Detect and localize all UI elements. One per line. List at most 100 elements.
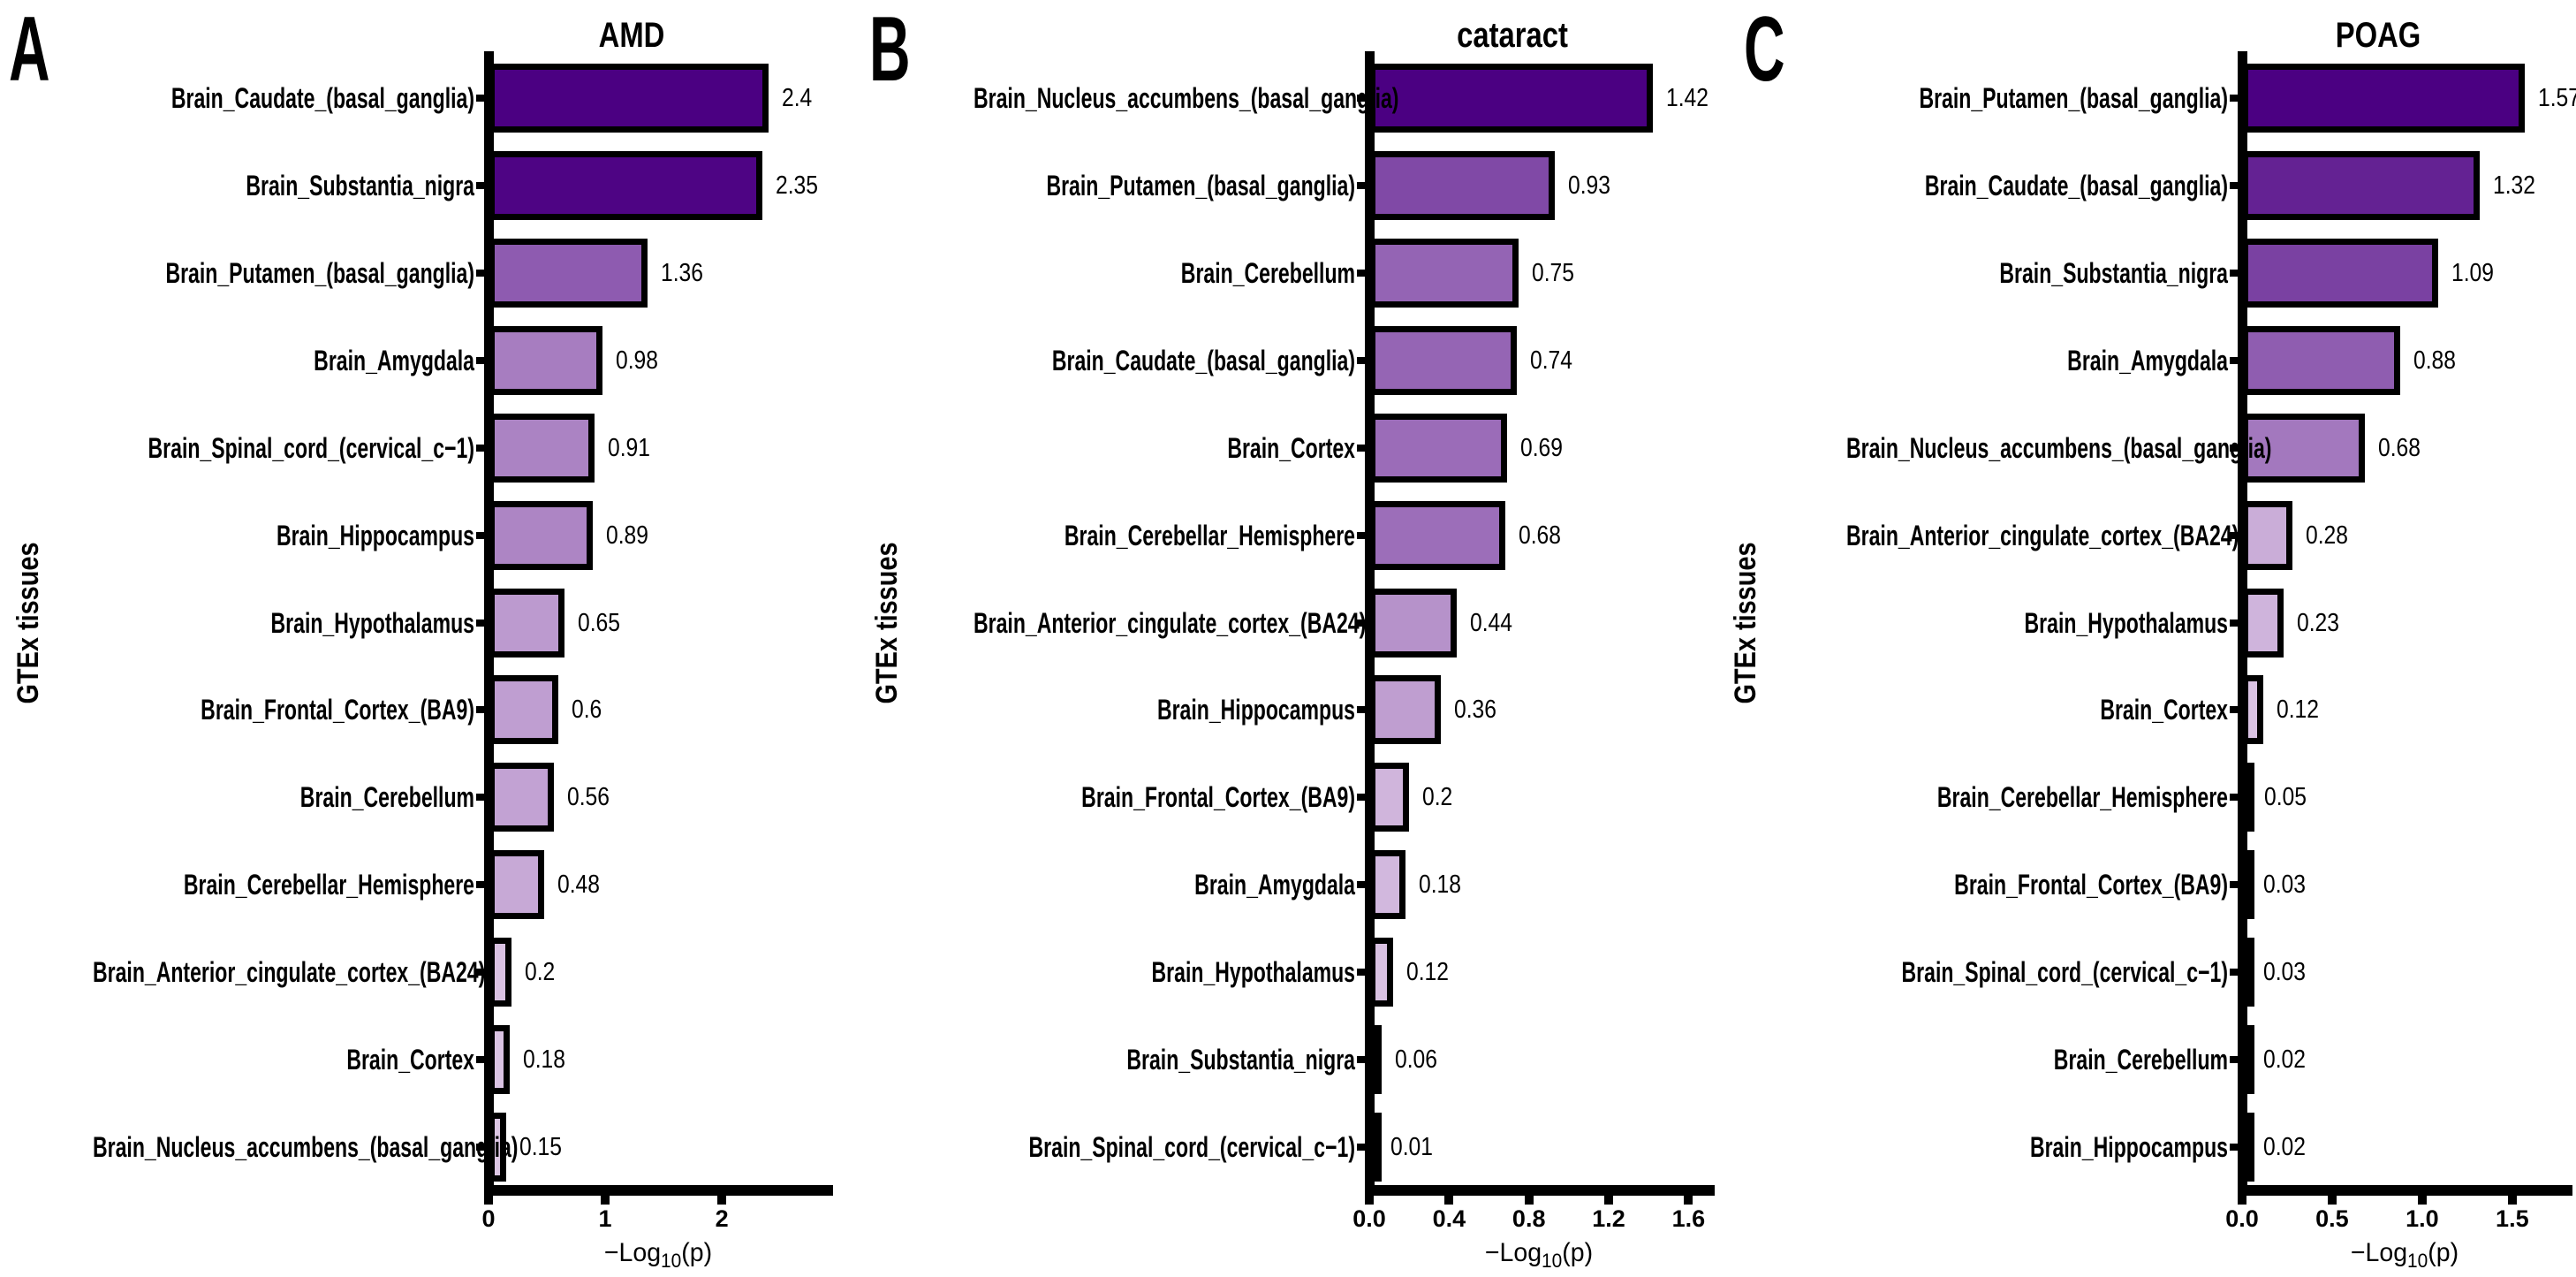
value-label: 0.02 <box>2263 1132 2306 1161</box>
bar <box>1369 763 1409 832</box>
category-tick <box>2230 182 2238 190</box>
value-label: 0.75 <box>1532 259 1574 288</box>
category-tick <box>476 182 484 190</box>
x-tick-label: 0.4 <box>1432 1205 1466 1232</box>
x-tick-label: 0.8 <box>1512 1205 1546 1232</box>
panel-b-cataract: B cataract GTEx tissues Brain_Nucleus_ac… <box>859 0 1717 1277</box>
value-label: 1.09 <box>2451 259 2494 288</box>
x-axis-label: −Log10(p) <box>481 1238 834 1273</box>
x-tick-label: 0 <box>481 1205 496 1232</box>
bar <box>1369 64 1653 133</box>
category-label: Brain_Amygdala <box>2067 344 2228 376</box>
value-label: 0.89 <box>606 521 648 550</box>
category-label: Brain_Substantia_nigra <box>246 170 474 202</box>
x-axis-label-subscript: 10 <box>1542 1250 1563 1272</box>
value-label: 0.01 <box>1390 1132 1433 1161</box>
category-tick <box>476 968 484 976</box>
category-tick <box>476 356 484 364</box>
category-label: Brain_Hypothalamus <box>270 606 474 639</box>
bar <box>489 64 769 133</box>
category-label: Brain_Frontal_Cortex_(BA9) <box>1954 869 2228 901</box>
x-axis-label-subscript: 10 <box>2406 1250 2428 1272</box>
bar <box>2242 589 2284 658</box>
category-label: Brain_Amygdala <box>1194 869 1355 901</box>
bar <box>1369 589 1457 658</box>
value-label: 0.18 <box>523 1045 565 1074</box>
x-axis-label-tail: (p) <box>1562 1238 1594 1267</box>
category-tick <box>476 444 484 452</box>
category-label: Brain_Cerebellar_Hemisphere <box>183 869 474 901</box>
category-tick <box>1357 1055 1365 1063</box>
category-label: Brain_Putamen_(basal_ganglia) <box>165 257 474 290</box>
category-label: Brain_Spinal_cord_(cervical_c−1) <box>148 431 474 464</box>
x-tick <box>717 1196 727 1205</box>
x-axis-line <box>484 1185 833 1196</box>
panel-c-poag: C POAG GTEx tissues Brain_Putamen_(basal… <box>1717 0 2576 1277</box>
x-tick <box>1524 1196 1534 1205</box>
category-label: Brain_Nucleus_accumbens_(basal_ganglia) <box>974 82 1399 115</box>
x-tick-label: 0.0 <box>1352 1205 1386 1232</box>
category-label: Brain_Nucleus_accumbens_(basal_ganglia) <box>92 1130 519 1163</box>
x-axis-label-tail: (p) <box>2427 1238 2459 1267</box>
value-label: 1.42 <box>1666 84 1708 113</box>
category-label: Brain_Putamen_(basal_ganglia) <box>1046 170 1355 202</box>
category-tick <box>2230 1143 2238 1151</box>
value-label: 0.23 <box>2297 608 2339 637</box>
category-tick <box>476 794 484 802</box>
panel-letter-b: B <box>869 0 911 101</box>
bar <box>1369 414 1507 483</box>
x-axis-label-subscript: 10 <box>660 1250 681 1272</box>
category-tick <box>2230 270 2238 277</box>
category-label: Brain_Anterior_cingulate_cortex_(BA24) <box>1846 519 2239 551</box>
x-tick <box>1684 1196 1693 1205</box>
category-label: Brain_Hippocampus <box>276 519 474 551</box>
category-label: Brain_Hippocampus <box>1156 694 1355 726</box>
x-tick <box>1444 1196 1454 1205</box>
value-label: 1.32 <box>2493 171 2535 201</box>
value-label: 0.91 <box>608 433 650 462</box>
category-tick <box>1357 968 1365 976</box>
x-tick <box>2417 1196 2427 1205</box>
category-label: Brain_Hypothalamus <box>2024 606 2228 639</box>
category-label: Brain_Cortex <box>346 1043 474 1076</box>
bar <box>2242 64 2525 133</box>
category-label: Brain_Caudate_(basal_ganglia) <box>170 82 474 115</box>
x-tick-label: 1.6 <box>1671 1205 1706 1232</box>
category-tick <box>476 1055 484 1063</box>
panel-letter-a: A <box>9 0 50 101</box>
category-label: Brain_Nucleus_accumbens_(basal_ganglia) <box>1846 431 2272 464</box>
category-tick <box>476 1143 484 1151</box>
category-tick <box>476 531 484 539</box>
value-label: 0.68 <box>1519 521 1561 550</box>
bar <box>489 151 762 220</box>
value-label: 0.93 <box>1568 171 1610 201</box>
value-label: 0.03 <box>2263 870 2306 900</box>
category-label: Brain_Cerebellum <box>1180 257 1355 290</box>
category-tick <box>1357 444 1365 452</box>
value-label: 2.4 <box>782 84 813 113</box>
category-tick <box>1357 182 1365 190</box>
category-tick <box>2230 356 2238 364</box>
x-axis-label-text: −Log <box>2350 1238 2407 1267</box>
value-label: 0.12 <box>1406 957 1449 986</box>
category-label: Brain_Cerebellar_Hemisphere <box>1064 519 1355 551</box>
category-tick <box>476 95 484 103</box>
category-tick <box>1357 95 1365 103</box>
bar <box>489 501 593 570</box>
x-tick <box>1365 1196 1374 1205</box>
category-tick <box>2230 619 2238 627</box>
category-label: Brain_Cortex <box>2100 694 2228 726</box>
x-axis-label-text: −Log <box>603 1238 661 1267</box>
x-tick <box>2327 1196 2337 1205</box>
category-tick <box>1357 794 1365 802</box>
category-tick <box>1357 356 1365 364</box>
x-tick-label: 1.5 <box>2496 1205 2529 1232</box>
value-label: 0.28 <box>2306 521 2348 550</box>
value-label: 0.2 <box>1422 783 1453 812</box>
category-tick <box>476 619 484 627</box>
x-tick-label: 1.0 <box>2406 1205 2439 1232</box>
bar <box>1369 151 1555 220</box>
value-label: 0.69 <box>1520 433 1563 462</box>
y-axis-line <box>484 51 494 1196</box>
